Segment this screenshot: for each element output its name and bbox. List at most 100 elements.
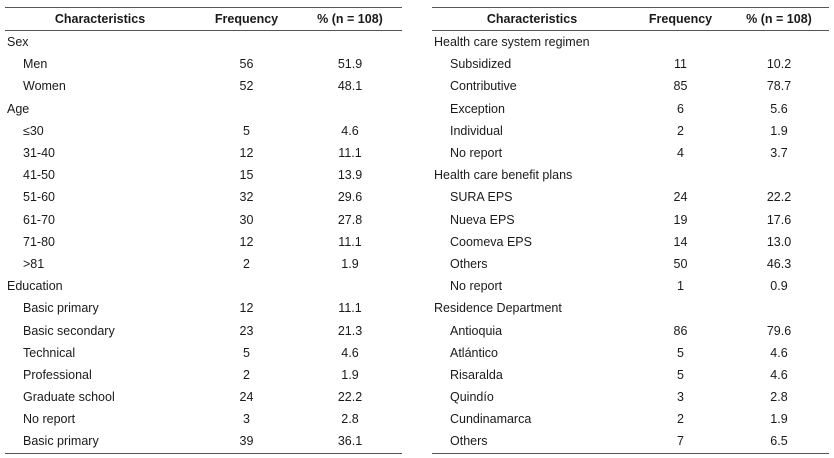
characteristics-table-left: Characteristics Frequency % (n = 108) Se… (5, 7, 402, 454)
percent-cell: 48.1 (337, 79, 363, 94)
frequency-cell: 85 (673, 79, 688, 94)
row-label: Basic primary (23, 301, 99, 316)
frequency-cell: 6 (677, 101, 684, 116)
frequency-cell: 19 (673, 212, 688, 227)
table-row: No report 1 0.9 (432, 275, 829, 297)
row-label: Others (432, 430, 632, 454)
percent-cell: 11.1 (338, 301, 362, 316)
percent-cell: 4.6 (341, 345, 359, 360)
table-row: ≤30 5 4.6 (5, 120, 402, 142)
header-frequency: Frequency (195, 7, 298, 31)
percent-cell: 10.2 (766, 57, 792, 72)
table-row: 51-60 32 29.6 (5, 186, 402, 208)
frequency-cell (195, 98, 298, 120)
row-label: Technical (23, 345, 76, 360)
row-label: >81 (23, 256, 45, 271)
frequency-cell: 4 (677, 146, 684, 161)
table-row: Contributive 85 78.7 (432, 75, 829, 97)
table-row: 41-50 15 13.9 (5, 164, 402, 186)
frequency-cell: 50 (673, 256, 688, 271)
table-row: Professional 2 1.9 (5, 364, 402, 386)
row-label: Graduate school (23, 390, 115, 405)
percent-cell: 1.9 (341, 256, 359, 271)
percent-cell (729, 31, 829, 54)
row-label: Individual (450, 123, 503, 138)
table-row: Others 7 6.5 (432, 430, 829, 454)
percent-cell: 4.6 (770, 345, 788, 360)
row-label: 51-60 (23, 190, 55, 205)
percent-cell (298, 275, 402, 297)
percent-cell: 0.9 (770, 279, 788, 294)
frequency-cell (195, 31, 298, 54)
percent-cell: 5.6 (770, 101, 788, 116)
percent-cell: 27.8 (337, 212, 363, 227)
category-row: Sex (5, 31, 402, 54)
table-header-row: Characteristics Frequency % (n = 108) (432, 7, 829, 31)
table-row: Women 52 48.1 (5, 75, 402, 97)
row-label: 71-80 (23, 234, 55, 249)
frequency-cell: 7 (632, 430, 729, 454)
table-row: >81 2 1.9 (5, 253, 402, 275)
percent-cell: 4.6 (770, 367, 788, 382)
table-row: Individual 2 1.9 (432, 120, 829, 142)
frequency-cell: 15 (239, 168, 254, 183)
percent-cell: 78.7 (766, 79, 792, 94)
table-row: Others 50 46.3 (432, 253, 829, 275)
table-row: Antioquia 86 79.6 (432, 319, 829, 341)
percent-cell (298, 98, 402, 120)
table-row: Cundinamarca 2 1.9 (432, 408, 829, 430)
row-label: Professional (23, 367, 92, 382)
percent-cell: 21.3 (337, 323, 363, 338)
row-label: Risaralda (450, 367, 503, 382)
table-row: Basic secondary 23 21.3 (5, 319, 402, 341)
frequency-cell: 24 (239, 390, 254, 405)
percent-cell (729, 164, 829, 186)
frequency-cell: 30 (239, 212, 254, 227)
header-characteristics: Characteristics (432, 7, 632, 31)
percent-cell (298, 31, 402, 54)
table-row: 71-80 12 11.1 (5, 231, 402, 253)
table-row: Subsidized 11 10.2 (432, 53, 829, 75)
percent-cell: 22.2 (337, 390, 363, 405)
frequency-cell: 12 (239, 146, 254, 161)
table-row: 31-40 12 11.1 (5, 142, 402, 164)
row-label: Women (23, 79, 66, 94)
frequency-cell: 2 (677, 412, 684, 427)
frequency-cell (632, 31, 729, 54)
row-label: 31-40 (23, 146, 55, 161)
percent-cell: 11.1 (338, 146, 362, 161)
row-label: Atlántico (450, 345, 498, 360)
frequency-cell: 23 (239, 323, 254, 338)
category-label: Education (7, 279, 63, 294)
frequency-cell: 3 (677, 390, 684, 405)
frequency-cell: 39 (195, 430, 298, 454)
row-label: No report (450, 279, 503, 294)
percent-cell: 11.1 (338, 234, 362, 249)
table-row: No report 4 3.7 (432, 142, 829, 164)
table-row: Coomeva EPS 14 13.0 (432, 231, 829, 253)
table-row: Graduate school 24 22.2 (5, 386, 402, 408)
category-label: Health care system regimen (434, 35, 590, 50)
table-row: 61-70 30 27.8 (5, 209, 402, 231)
frequency-cell (632, 164, 729, 186)
header-percent: % (n = 108) (729, 7, 829, 31)
percent-cell: 13.0 (766, 234, 792, 249)
row-label: Contributive (450, 79, 517, 94)
row-label: No report (450, 146, 503, 161)
frequency-cell: 86 (673, 323, 688, 338)
percent-cell: 1.9 (341, 367, 359, 382)
row-label: Nueva EPS (450, 212, 515, 227)
row-label: No report (23, 412, 76, 427)
row-label: Cundinamarca (450, 412, 532, 427)
frequency-cell (632, 297, 729, 319)
frequency-cell: 5 (677, 367, 684, 382)
percent-cell (729, 297, 829, 319)
row-label: 41-50 (23, 168, 55, 183)
frequency-cell: 5 (243, 123, 250, 138)
percent-cell: 13.9 (337, 168, 363, 183)
frequency-cell: 5 (677, 345, 684, 360)
percent-cell: 3.7 (770, 146, 788, 161)
table-row: No report 3 2.8 (5, 408, 402, 430)
percent-cell: 2.8 (770, 390, 788, 405)
table-row: Exception 6 5.6 (432, 98, 829, 120)
